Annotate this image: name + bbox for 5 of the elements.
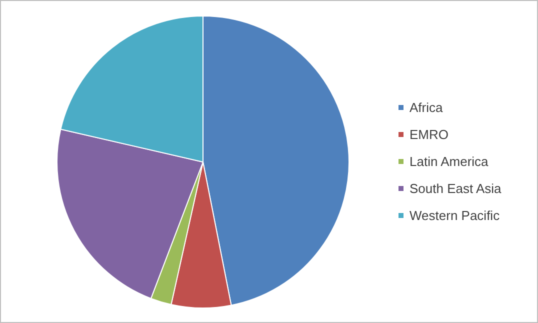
legend-label: Western Pacific [410,208,500,223]
legend-label: EMRO [410,127,448,142]
legend-label: South East Asia [410,181,502,196]
legend-label: Africa [410,100,444,115]
legend-label: Latin America [410,154,490,169]
